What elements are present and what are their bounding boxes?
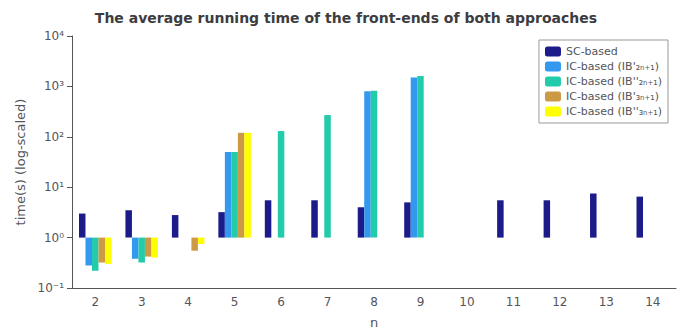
svg-text:13: 13 — [599, 295, 614, 309]
svg-text:IC-based (IB''₂ₙ₊₁): IC-based (IB''₂ₙ₊₁) — [566, 75, 662, 88]
svg-text:10⁴: 10⁴ — [44, 29, 64, 43]
svg-text:SC-based: SC-based — [566, 45, 618, 58]
svg-text:3: 3 — [138, 295, 146, 309]
svg-text:10¹: 10¹ — [44, 180, 64, 194]
svg-text:10⁻¹: 10⁻¹ — [38, 281, 65, 295]
svg-text:IC-based (IB'₂ₙ₊₁): IC-based (IB'₂ₙ₊₁) — [566, 60, 659, 73]
svg-text:2: 2 — [91, 295, 99, 309]
svg-text:12: 12 — [552, 295, 567, 309]
svg-text:n: n — [370, 315, 378, 330]
svg-text:4: 4 — [184, 295, 192, 309]
svg-text:IC-based (IB''₃ₙ₊₁): IC-based (IB''₃ₙ₊₁) — [566, 105, 662, 118]
svg-text:10³: 10³ — [44, 79, 64, 93]
svg-text:7: 7 — [324, 295, 332, 309]
svg-text:11: 11 — [506, 295, 521, 309]
svg-text:14: 14 — [645, 295, 660, 309]
svg-text:time(s) (log-scaled): time(s) (log-scaled) — [13, 99, 28, 226]
svg-text:IC-based (IB'₃ₙ₊₁): IC-based (IB'₃ₙ₊₁) — [566, 90, 659, 103]
svg-text:9: 9 — [417, 295, 425, 309]
svg-text:10: 10 — [459, 295, 474, 309]
svg-text:The average running time of th: The average running time of the front-en… — [95, 10, 597, 26]
svg-text:6: 6 — [277, 295, 285, 309]
svg-text:8: 8 — [370, 295, 378, 309]
svg-text:10²: 10² — [44, 130, 64, 144]
svg-text:5: 5 — [231, 295, 239, 309]
svg-text:10⁰: 10⁰ — [44, 231, 64, 245]
